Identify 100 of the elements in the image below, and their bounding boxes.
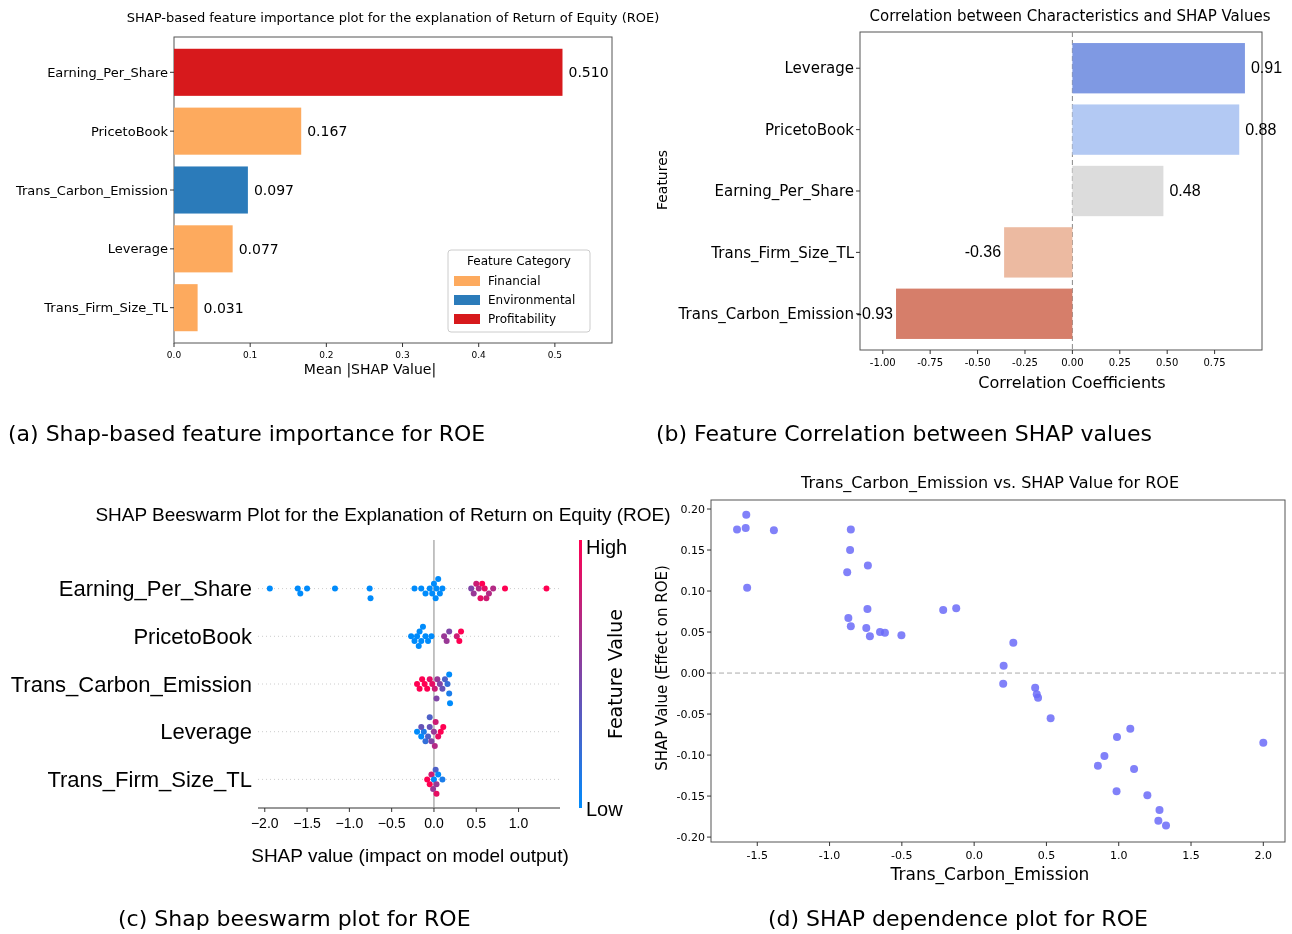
y-tick-label: Leverage (784, 59, 854, 78)
chart-title: Trans_Carbon_Emission vs. SHAP Value for ROE (800, 473, 1179, 493)
chart-title: SHAP Beeswarm Plot for the Explanation of Return on Equity (ROE) (95, 504, 671, 525)
x-tick-label: 0.25 (1108, 357, 1131, 368)
y-tick-label: Earning_Per_Share (47, 64, 168, 80)
legend-title: Feature Category (467, 254, 571, 268)
point (999, 661, 1008, 670)
x-tick-label: 0.0 (965, 849, 983, 862)
point (742, 510, 751, 519)
x-tick-label: −0.5 (377, 815, 406, 831)
y-tick-label: PricetoBook (133, 624, 253, 650)
point (1130, 765, 1139, 773)
x-tick-label: -0.5 (891, 849, 913, 862)
legend-label: Profitability (488, 312, 557, 326)
x-tick-label: 0.0 (166, 350, 182, 360)
text: (d) SHAP dependence plot for ROE (768, 906, 1148, 931)
point (1259, 738, 1268, 747)
data-label: 0.077 (238, 240, 279, 257)
y-axis-title: Features (654, 149, 670, 211)
point (865, 632, 874, 641)
y-tick-label: Earning_Per_Share (714, 182, 854, 202)
data-label: 0.510 (568, 64, 609, 81)
y-tick-label: Trans_Firm_Size_TL (710, 243, 855, 263)
point (952, 604, 961, 613)
data-label: 0.88 (1245, 120, 1277, 138)
point (862, 623, 871, 632)
point (1143, 791, 1152, 800)
x-tick-label: 0.5 (547, 350, 563, 360)
y-tick-label: 0.10 (680, 585, 705, 599)
y-tick-label: 0.00 (680, 667, 705, 681)
y-tick-label: PricetoBook (90, 123, 169, 139)
x-tick-label: -1.00 (869, 357, 896, 368)
point (863, 605, 872, 614)
x-tick-label: 1.0 (508, 815, 529, 831)
x-axis-title: Trans_Carbon_Emission (889, 864, 1090, 885)
x-tick-label: 0.1 (243, 350, 258, 360)
point (1046, 714, 1055, 723)
x-tick-label: -0.25 (1012, 357, 1038, 368)
x-tick-label: 2.0 (1254, 849, 1273, 862)
data-label: 0.91 (1250, 59, 1283, 77)
point (844, 614, 853, 623)
point (897, 631, 906, 640)
text: (a) Shap-based feature importance for ROE (8, 421, 486, 446)
y-tick-label: Trans_Carbon_Emission (677, 305, 854, 325)
point (1112, 733, 1121, 742)
point (1112, 787, 1121, 796)
legend-label: Environmental (488, 293, 576, 307)
x-tick-label: 0.4 (471, 350, 487, 360)
point (1162, 821, 1171, 830)
bar (174, 107, 302, 155)
y-axis-title: SHAP Value (Effect on ROE) (653, 565, 671, 771)
point (846, 622, 855, 631)
point (1009, 638, 1018, 647)
y-tick-label: -0.10 (676, 749, 705, 763)
bar (174, 166, 248, 214)
y-tick-label: Leverage (160, 719, 252, 745)
point (1154, 816, 1163, 825)
y-tick-label: Leverage (107, 241, 168, 257)
y-tick-label: Trans_Carbon_Emission (10, 671, 252, 697)
y-tick-label: -0.15 (676, 790, 705, 804)
point (863, 561, 872, 570)
text: High (586, 536, 628, 558)
y-tick-label: 0.20 (680, 503, 705, 517)
x-tick-label: -1.0 (818, 849, 841, 862)
bar (174, 48, 563, 96)
x-tick-label: 0.2 (319, 350, 334, 360)
point (939, 605, 948, 614)
data-label: 0.167 (307, 123, 348, 140)
color-bar-title: Feature Value (604, 608, 626, 740)
y-tick-label: -0.20 (676, 831, 705, 845)
x-tick-label: 0.0 (424, 815, 444, 831)
text: Low (586, 798, 624, 820)
bar (1004, 227, 1073, 278)
y-tick-label: 0.05 (680, 626, 705, 640)
point (846, 546, 855, 555)
point (743, 583, 752, 592)
x-tick-label: 0.75 (1203, 357, 1226, 368)
legend-label: Financial (488, 274, 541, 288)
y-tick-label: Trans_Firm_Size_TL (43, 300, 169, 316)
y-tick-label: Trans_Firm_Size_TL (47, 767, 252, 793)
x-tick-label: -1.5 (746, 849, 768, 862)
point (733, 525, 742, 534)
y-tick-label: -0.05 (676, 708, 705, 722)
x-tick-label: -0.75 (917, 357, 944, 368)
chart-title: Correlation between Characteristics and SHAP Values (869, 7, 1271, 25)
point (880, 628, 889, 637)
bar (1072, 165, 1164, 217)
x-tick-label: 0.00 (1061, 357, 1084, 368)
y-tick-label: 0.15 (680, 544, 705, 558)
point (741, 523, 750, 532)
x-tick-label: −2.0 (250, 815, 279, 831)
y-tick-label: Trans_Carbon_Emission (14, 182, 168, 198)
text: (c) Shap beeswarm plot for ROE (118, 906, 471, 931)
point (769, 526, 778, 535)
x-tick-label: 0.5 (1037, 849, 1056, 862)
bar (1072, 104, 1240, 155)
point (1031, 683, 1040, 692)
x-tick-label: -0.50 (964, 357, 991, 368)
data-label: -0.36 (964, 243, 1002, 261)
chart-title: SHAP-based feature importance plot for the explanation of Return of Equity (ROE) (126, 10, 660, 25)
